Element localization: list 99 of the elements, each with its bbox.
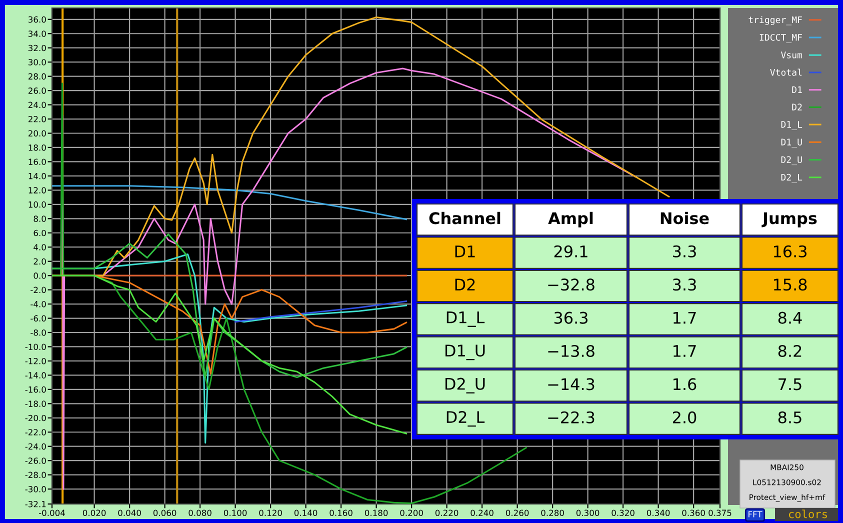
x-tick-label: 0.240	[470, 510, 494, 516]
annotation: −13.8	[548, 344, 594, 358]
y-tick-label: 22.0	[28, 116, 46, 122]
y-tick-label: 26.0	[28, 88, 46, 94]
y-tick-label: -20.0	[25, 414, 46, 422]
x-tick-label: 0.340	[646, 510, 670, 516]
text: 8.4	[778, 312, 802, 324]
y-tick-label: 24.0	[28, 102, 46, 108]
annotation: D1	[455, 246, 475, 258]
y-tick-label: -12.0	[25, 358, 46, 364]
legend-label: Vtotal	[770, 68, 802, 76]
annotation: D2_U	[446, 378, 485, 394]
legend-label: IDCCT_MF	[760, 34, 802, 43]
legend-label: D1_L	[781, 121, 802, 130]
y-tick-label: -2.0	[30, 286, 46, 294]
legend-label: D1_U	[781, 138, 802, 148]
line-series	[52, 234, 408, 378]
text: FFT	[748, 511, 762, 518]
annotation: −14.3	[548, 378, 594, 390]
line-series	[52, 185, 408, 220]
y-tick-label: -24.0	[25, 443, 46, 450]
y-tick-label: 10.0	[28, 201, 46, 208]
annotation: −32.8	[548, 278, 594, 291]
text: 15.8	[774, 278, 807, 291]
y-tick-label: 0.0	[34, 272, 46, 279]
y-tick-label: 8.0	[34, 216, 46, 222]
legend-label: D2	[792, 104, 802, 110]
y-tick-label: -16.0	[25, 386, 46, 393]
x-tick-label: 0.300	[576, 510, 600, 516]
x-tick-label: 0.200	[400, 510, 423, 516]
annotation: D2	[455, 278, 475, 290]
y-tick-label: 30.0	[28, 59, 46, 66]
annotation: D2_L	[446, 410, 485, 427]
annotation: 3.3	[673, 278, 696, 291]
y-tick-label: 32.0	[28, 44, 46, 52]
y-tick-label: -28.0	[25, 472, 46, 478]
y-tick-label: 28.0	[28, 73, 46, 80]
y-tick-label: 2.0	[34, 258, 46, 265]
y-tick-label: 14.0	[28, 172, 46, 180]
annotation: Ampl	[548, 212, 593, 228]
x-tick-label: 0.120	[259, 510, 282, 516]
y-tick-label: 16.0	[28, 158, 46, 165]
x-tick-label: -0.004	[38, 510, 65, 516]
annotation: 29.1	[554, 245, 588, 258]
y-tick-label: -18.0	[25, 400, 46, 407]
x-tick-label: 0.220	[435, 510, 458, 516]
y-tick-label: -10.0	[25, 344, 46, 350]
legend-label: Vsum	[780, 52, 802, 58]
y-tick-label: -14.0	[25, 372, 46, 378]
x-tick-label: 0.040	[118, 510, 141, 516]
y-tick-label: 36.0	[28, 16, 46, 23]
annotation: 1.6	[674, 378, 696, 390]
x-tick-label: 0.080	[188, 510, 212, 516]
y-tick-label: -30.0	[25, 486, 46, 492]
annotation: −22.3	[548, 411, 594, 424]
annotation: 2.0	[672, 411, 696, 424]
annotation: Noise	[660, 212, 709, 224]
annotation: 1.7	[674, 312, 696, 324]
y-tick-label: -22.0	[25, 429, 46, 436]
text: 7.5	[778, 378, 802, 390]
annotation: Channel	[429, 212, 500, 224]
y-tick-label: -26.0	[25, 458, 46, 464]
y-tick-label: 20.0	[28, 130, 46, 137]
x-tick-label: 0.375	[708, 510, 732, 516]
text: Jumps	[762, 212, 817, 228]
x-tick-label: 0.020	[82, 510, 106, 516]
line-series	[52, 274, 408, 434]
y-tick-label: 34.0	[28, 30, 46, 37]
x-tick-label: 0.140	[294, 510, 318, 516]
legend-label: D2_L	[781, 174, 802, 183]
x-tick-label: 0.360	[682, 510, 705, 516]
legend-label: D1	[792, 86, 802, 93]
x-tick-label: 0.320	[612, 510, 634, 516]
y-tick-label: 18.0	[28, 144, 46, 151]
y-tick-label: -6.0	[30, 315, 46, 322]
y-tick-label: 4.0	[34, 244, 46, 250]
x-tick-label: 0.180	[364, 510, 388, 516]
x-tick-label: 0.060	[153, 510, 176, 516]
x-tick-label: 0.100	[224, 510, 247, 516]
annotation: 36.3	[554, 312, 588, 324]
annotation: 3.3	[673, 245, 696, 258]
y-tick-label: -4.0	[30, 301, 46, 308]
annotation: 1.7	[674, 345, 696, 357]
legend-label: trigger_MF	[748, 16, 802, 26]
annotation: D1_L	[446, 312, 485, 327]
y-tick-label: -32.1	[25, 500, 46, 508]
annotation: D1_U	[446, 344, 485, 360]
text: 8.2	[778, 344, 802, 358]
y-tick-label: 6.0	[34, 230, 46, 236]
text: colors	[788, 510, 827, 518]
y-tick-label: 12.0	[28, 187, 46, 194]
x-tick-label: 0.160	[330, 510, 352, 516]
x-tick-label: 0.260	[506, 510, 529, 516]
text: 8.5	[778, 411, 802, 424]
y-tick-label: -8.0	[30, 329, 46, 336]
x-tick-label: 0.280	[541, 510, 564, 516]
legend-label: D2_U	[781, 156, 802, 166]
line-series	[234, 300, 408, 323]
text: 16.3	[774, 245, 806, 258]
